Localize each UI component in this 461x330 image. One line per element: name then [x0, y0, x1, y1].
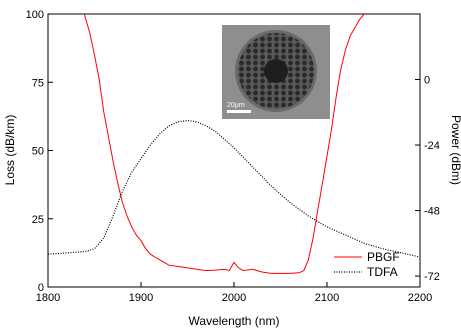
x-tick-label: 1800	[36, 292, 60, 304]
fiber-core	[264, 59, 288, 83]
scale-bar-label: 20μm	[227, 102, 245, 109]
legend-label-tdfa: TDFA	[367, 265, 398, 279]
y-left-tick-label: 50	[32, 146, 44, 158]
legend-label-pbgf: PBGF	[367, 250, 400, 264]
x-axis-label: Wavelength (nm)	[189, 314, 280, 328]
y-right-tick-label: -72	[424, 271, 440, 283]
x-tick-label: 2200	[408, 292, 432, 304]
scale-bar	[227, 110, 251, 113]
legend: PBGF TDFA	[334, 250, 400, 279]
y-left-tick-label: 100	[26, 9, 44, 21]
y-axis-left-label: Loss (dB/km)	[3, 115, 17, 186]
ticks-layer: 1800 1900 2000 2100 2200 0 25 50 75 100 0 -24 -48 -72	[26, 9, 440, 304]
y-left-tick-label: 75	[32, 77, 44, 89]
y-axis-right-label: Power (dBm)	[449, 115, 461, 185]
series-layer	[48, 14, 420, 274]
series-line-pbgf	[83, 14, 365, 274]
fiber-inset-image: 20μm	[222, 25, 330, 119]
y-left-tick-label: 0	[38, 282, 44, 294]
x-tick-label: 2000	[222, 292, 246, 304]
y-right-tick-label: -24	[424, 140, 440, 152]
y-right-tick-label: 0	[424, 75, 430, 87]
y-right-tick-label: -48	[424, 206, 440, 218]
x-tick-label: 1900	[129, 292, 153, 304]
x-tick-label: 2100	[315, 292, 339, 304]
y-left-tick-label: 25	[32, 214, 44, 226]
